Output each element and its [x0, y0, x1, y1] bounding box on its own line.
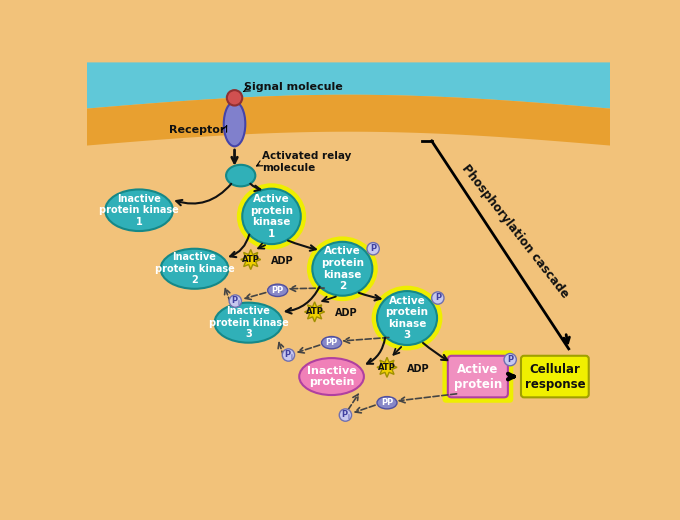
Circle shape: [504, 354, 516, 366]
Text: P: P: [341, 410, 347, 419]
Text: P: P: [285, 350, 291, 359]
Polygon shape: [87, 62, 611, 109]
Text: ATP: ATP: [306, 307, 324, 316]
Text: i: i: [347, 414, 350, 420]
Text: Inactive
protein kinase
1: Inactive protein kinase 1: [99, 193, 179, 227]
Text: Inactive
protein: Inactive protein: [307, 366, 356, 387]
Text: ATP: ATP: [242, 255, 260, 264]
Ellipse shape: [307, 237, 378, 301]
Ellipse shape: [312, 242, 373, 296]
Text: Inactive
protein kinase
2: Inactive protein kinase 2: [154, 252, 235, 285]
Polygon shape: [87, 95, 611, 146]
Text: PP: PP: [381, 398, 393, 407]
Text: i: i: [237, 301, 239, 306]
Text: ADP: ADP: [335, 308, 357, 318]
Ellipse shape: [160, 249, 228, 289]
Circle shape: [432, 292, 444, 304]
Ellipse shape: [268, 284, 288, 296]
Text: PP: PP: [326, 338, 338, 347]
Ellipse shape: [377, 397, 397, 409]
Circle shape: [282, 349, 294, 361]
Ellipse shape: [377, 291, 437, 345]
Circle shape: [339, 409, 352, 421]
Text: Activated relay
molecule: Activated relay molecule: [262, 151, 352, 173]
Text: P: P: [435, 293, 441, 302]
Circle shape: [367, 242, 379, 255]
Polygon shape: [87, 62, 611, 463]
Text: Receptor: Receptor: [169, 125, 225, 135]
Text: Active
protein
kinase
1: Active protein kinase 1: [250, 194, 293, 239]
FancyBboxPatch shape: [443, 350, 513, 402]
Ellipse shape: [242, 189, 301, 244]
Polygon shape: [241, 250, 260, 269]
Polygon shape: [377, 357, 397, 378]
Text: Active
protein: Active protein: [454, 362, 502, 391]
Text: Active
protein
kinase
2: Active protein kinase 2: [321, 246, 364, 291]
Ellipse shape: [237, 183, 306, 250]
Text: P: P: [231, 296, 237, 305]
Circle shape: [229, 295, 241, 307]
Ellipse shape: [226, 165, 255, 186]
Text: i: i: [290, 354, 292, 360]
Text: P: P: [370, 244, 376, 253]
Text: Active
protein
kinase
3: Active protein kinase 3: [386, 296, 428, 341]
Ellipse shape: [371, 285, 443, 350]
FancyBboxPatch shape: [448, 356, 508, 397]
Ellipse shape: [299, 358, 364, 395]
Text: ADP: ADP: [407, 364, 430, 374]
Text: Phosphorylation cascade: Phosphorylation cascade: [460, 162, 572, 301]
Ellipse shape: [214, 303, 282, 343]
FancyBboxPatch shape: [521, 356, 589, 397]
Circle shape: [227, 90, 242, 106]
Ellipse shape: [322, 336, 341, 349]
Text: Signal molecule: Signal molecule: [244, 82, 343, 92]
Text: P: P: [507, 355, 513, 363]
Ellipse shape: [105, 189, 173, 231]
Ellipse shape: [224, 102, 245, 146]
Text: Cellular
response: Cellular response: [524, 362, 585, 391]
Polygon shape: [305, 302, 324, 322]
Text: PP: PP: [271, 286, 284, 295]
Text: ATP: ATP: [378, 363, 396, 372]
Text: Inactive
protein kinase
3: Inactive protein kinase 3: [209, 306, 288, 339]
Text: ADP: ADP: [271, 256, 293, 266]
